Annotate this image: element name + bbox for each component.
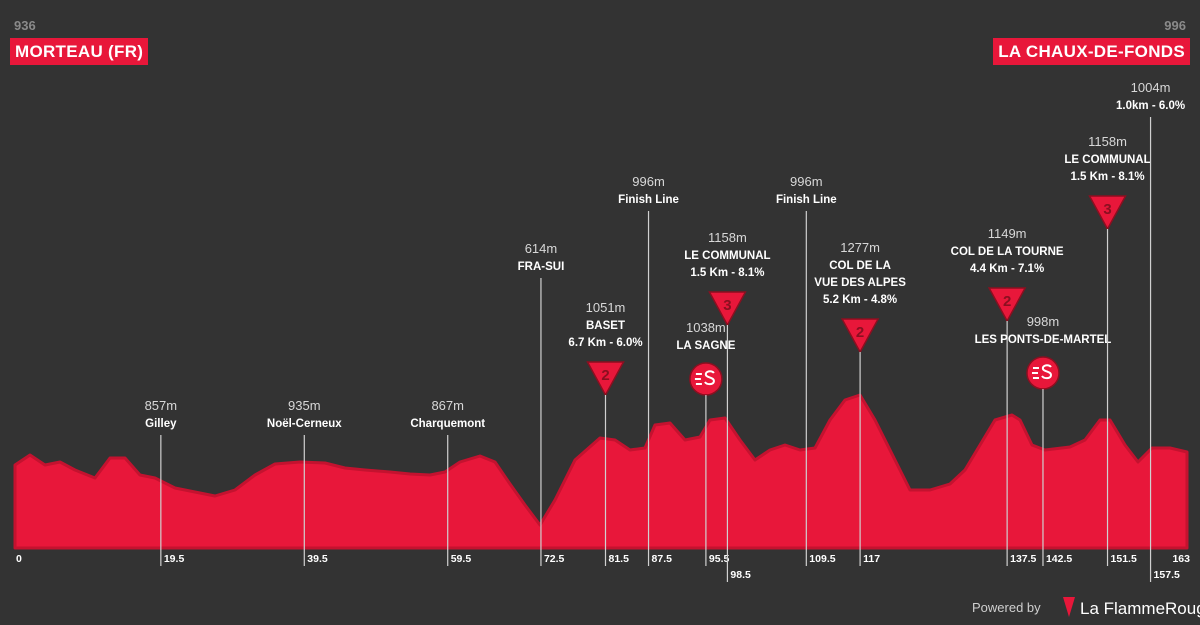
marker-elevation: 1004m xyxy=(1131,80,1171,95)
powered-by: Powered by xyxy=(972,600,1041,615)
km-label: 81.5 xyxy=(609,553,630,565)
marker-label: 5.2 Km - 4.8% xyxy=(823,294,897,306)
marker-label: Noël-Cerneux xyxy=(267,418,342,430)
sprint-glyph xyxy=(1031,364,1052,380)
sprint-icon xyxy=(1026,356,1060,390)
marker-label: LA SAGNE xyxy=(676,340,735,352)
marker-label: 1.5 Km - 8.1% xyxy=(1070,171,1144,183)
climb-category: 2 xyxy=(856,324,864,341)
km-label: 19.5 xyxy=(164,553,185,565)
elevation-profile xyxy=(13,393,1189,550)
marker-elevation: 857m xyxy=(145,398,178,413)
marker-label: Finish Line xyxy=(776,194,837,206)
km-label: 59.5 xyxy=(451,553,472,565)
marker-elevation: 614m xyxy=(525,241,558,256)
marker-label: 1.0km - 6.0% xyxy=(1116,100,1185,112)
km-label: 142.5 xyxy=(1046,553,1072,565)
km-label: 117 xyxy=(863,553,880,565)
climb-badge xyxy=(586,361,625,397)
marker-elevation: 1149m xyxy=(988,226,1027,241)
marker-elevation: 998m xyxy=(1027,314,1060,329)
marker-label: LES PONTS-DE-MARTEL xyxy=(975,334,1112,346)
marker-label: VUE DES ALPES xyxy=(814,277,906,289)
sprint-icon xyxy=(689,362,723,396)
marker-label: 4.4 Km - 7.1% xyxy=(970,263,1044,275)
climb-badge xyxy=(840,318,880,354)
marker-elevation: 935m xyxy=(288,398,321,413)
km-label: 0 xyxy=(16,553,22,565)
km-label: 87.5 xyxy=(652,553,673,565)
finish-name: LA CHAUX-DE-FONDS xyxy=(993,38,1190,65)
start-elevation: 936 xyxy=(14,18,36,33)
km-label: 151.5 xyxy=(1111,553,1137,565)
marker-label: LE COMMUNAL xyxy=(684,250,770,262)
km-label: 109.5 xyxy=(809,553,835,565)
brand-name: La FlammeRouge xyxy=(1080,599,1200,618)
start-name: MORTEAU (FR) xyxy=(10,38,149,65)
marker-elevation: 996m xyxy=(790,174,823,189)
km-label: 95.5 xyxy=(709,553,730,565)
marker-elevation: 1158m xyxy=(708,230,747,245)
brand-logo xyxy=(1063,597,1075,617)
climb-category: 3 xyxy=(723,297,731,314)
marker-elevation: 867m xyxy=(431,398,464,413)
marker-elevation: 996m xyxy=(632,174,665,189)
km-label: 98.5 xyxy=(730,569,751,581)
km-label: 163 xyxy=(1172,553,1190,565)
marker-elevation: 1158m xyxy=(1088,134,1127,149)
climb-category: 2 xyxy=(601,367,609,384)
marker-label: Finish Line xyxy=(618,194,679,206)
marker-elevation: 1277m xyxy=(840,240,880,255)
marker-label: Gilley xyxy=(145,418,177,430)
marker-label: Charquemont xyxy=(410,418,485,430)
climb-badge xyxy=(1088,195,1127,231)
climb-category: 3 xyxy=(1103,201,1111,218)
sprint-glyph xyxy=(694,370,715,386)
climb-badge xyxy=(987,287,1027,323)
km-label: 39.5 xyxy=(307,553,328,565)
km-label: 72.5 xyxy=(544,553,565,565)
km-label: 137.5 xyxy=(1010,553,1036,565)
marker-label: BASET xyxy=(586,320,625,332)
km-label: 157.5 xyxy=(1154,569,1180,581)
marker-elevation: 1038m xyxy=(686,320,726,335)
climb-badge xyxy=(708,291,747,327)
marker-label: COL DE LA xyxy=(829,260,891,272)
marker-label: LE COMMUNAL xyxy=(1064,154,1150,166)
marker-label: COL DE LA TOURNE xyxy=(951,246,1064,258)
marker-label: FRA-SUI xyxy=(518,261,565,273)
marker-elevation: 1051m xyxy=(586,300,626,315)
climb-category: 2 xyxy=(1003,293,1011,310)
marker-label: 6.7 Km - 6.0% xyxy=(568,337,642,349)
finish-elevation: 996 xyxy=(1164,18,1186,33)
marker-label: 1.5 Km - 8.1% xyxy=(690,267,764,279)
